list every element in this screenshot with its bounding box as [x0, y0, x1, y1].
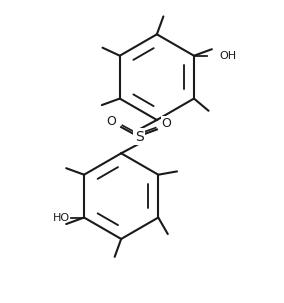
Text: O: O	[161, 117, 171, 130]
Text: OH: OH	[219, 51, 236, 61]
Text: O: O	[107, 115, 117, 128]
Text: HO: HO	[53, 212, 70, 222]
Text: S: S	[135, 130, 143, 144]
